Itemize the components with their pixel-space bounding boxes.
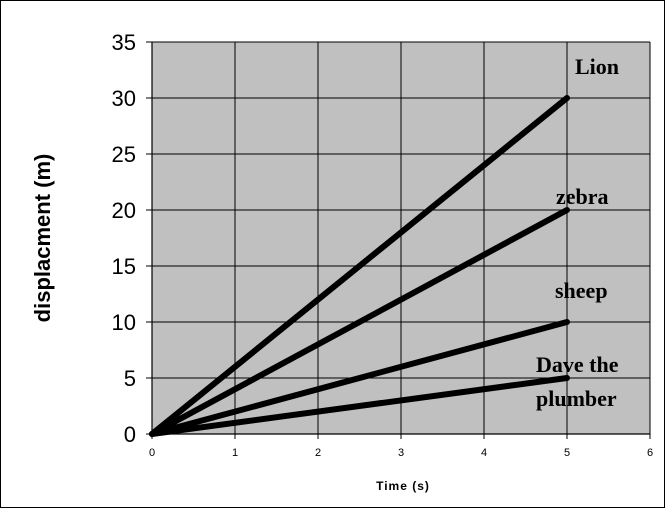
series-line-lion — [149, 95, 570, 437]
y-tick-label: 15 — [112, 254, 136, 279]
y-tick-labels: 0 5 10 15 20 25 30 35 — [112, 30, 136, 447]
x-tick-label: 0 — [149, 447, 155, 459]
x-tick-labels: 0 1 2 3 4 5 6 — [149, 447, 653, 459]
y-tick-label: 5 — [124, 366, 136, 391]
y-axis-label: displacment (m) — [30, 154, 55, 323]
x-tick-label: 2 — [315, 447, 321, 459]
x-tick-label: 5 — [564, 447, 570, 459]
series-label-sheep: sheep — [555, 278, 608, 303]
y-tick-label: 0 — [124, 422, 136, 447]
series-line-dave-the-plumber — [149, 375, 570, 437]
y-tick-label: 35 — [112, 30, 136, 55]
series-lines — [149, 95, 570, 437]
series-line-zebra — [149, 207, 570, 437]
y-tick-label: 10 — [112, 310, 136, 335]
x-tick-label: 1 — [232, 447, 238, 459]
x-tick-label: 4 — [481, 447, 487, 459]
y-tick-label: 25 — [112, 142, 136, 167]
x-tick-label: 6 — [647, 447, 653, 459]
series-line-sheep — [149, 319, 570, 437]
series-label-dave-line1: Dave the — [536, 352, 619, 377]
series-label-zebra: zebra — [556, 184, 609, 209]
series-label-lion: Lion — [575, 54, 619, 79]
x-tick-label: 3 — [398, 447, 404, 459]
x-axis-label: Time (s) — [376, 479, 430, 493]
series-label-dave-line2: plumber — [536, 386, 617, 411]
y-tick-label: 30 — [112, 86, 136, 111]
y-tick-label: 20 — [112, 198, 136, 223]
